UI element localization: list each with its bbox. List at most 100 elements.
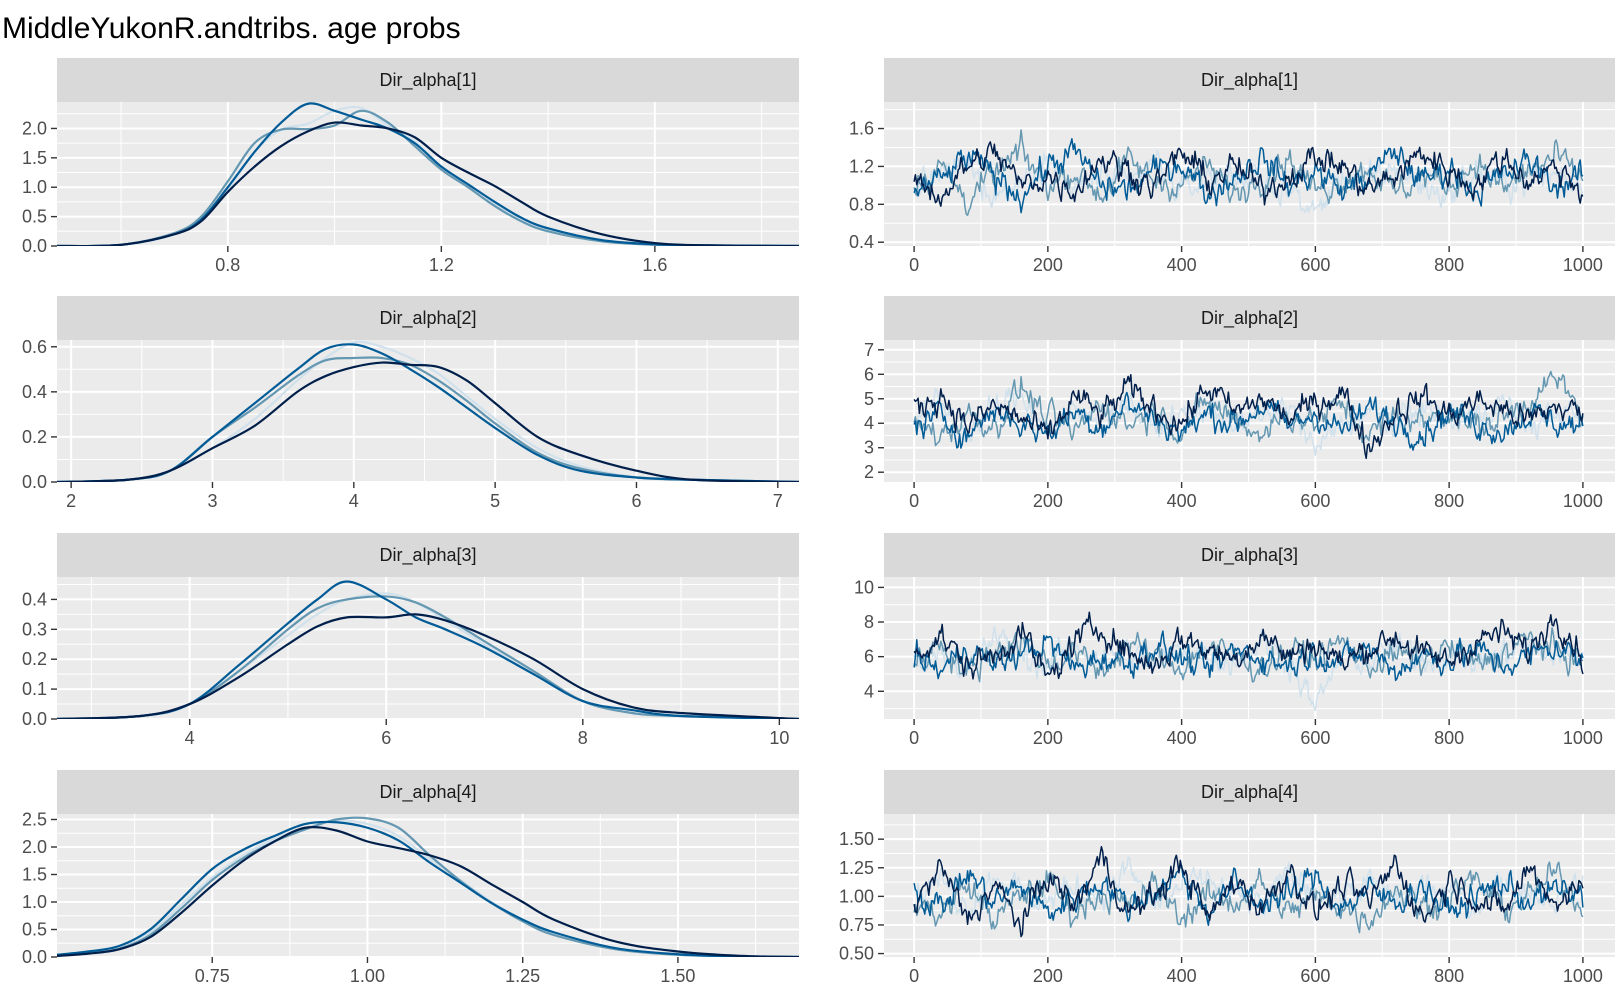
x-tick-label: 800 [1434,728,1464,748]
facet-density-1: Dir_alpha[1] 0.8 1.2 1.6 0.0 0.5 1.0 1.5 2.0 [22,58,799,275]
facet-panels: Dir_alpha[1]0.8 1.2 1.60.00.51.01.52.0Dir_… [22,58,1615,986]
x-tick-label: 0 [909,966,919,986]
x-tick-label: 400 [1167,728,1197,748]
facet-strip [57,533,799,577]
y-tick-label: 0.0 [22,709,47,729]
y-tick-label: 1.0 [22,177,47,197]
x-tick-label: 200 [1033,966,1063,986]
y-tick-label: 0.6 [22,337,47,357]
trace-line-chain-1 [913,386,1584,457]
y-tick-label: 10 [854,577,874,597]
x-tick-label: 0 [909,728,919,748]
series-group [57,580,799,719]
trace-line-chain-4 [913,373,1584,460]
x-tick-label: 1.00 [350,966,385,986]
y-tick-label: 1.6 [849,119,874,139]
panel-background [57,102,799,246]
y-tick-label: 0.0 [22,947,47,967]
x-tick-label: 6 [381,728,391,748]
gridlines [57,340,799,482]
y-tick-label: 8 [864,612,874,632]
series-group [913,845,1584,938]
facet-strip-label: Dir_alpha[4] [1201,782,1298,803]
y-tick-label: 0.2 [22,649,47,669]
x-tick-label: 400 [1167,966,1197,986]
trace-line-chain-4 [913,611,1584,680]
y-tick-label: 0.2 [22,427,47,447]
facet-strip-label: Dir_alpha[3] [1201,545,1298,566]
facet-strip-label: Dir_alpha[2] [379,308,476,329]
y-tick-label: 3 [864,438,874,458]
trace-line-chain-4 [913,141,1584,207]
series-group [57,102,799,246]
y-tick-label: 7 [864,340,874,360]
y-tick-label: 1.0 [22,892,47,912]
x-tick-label: 800 [1434,491,1464,511]
y-tick-label: 2 [864,462,874,482]
facet-density-3: Dir_alpha[3] 4 6 8 10 0.0 0.1 0.2 0.3 0.4 [22,533,799,748]
x-tick-label: 400 [1167,491,1197,511]
facet-density-2: Dir_alpha[2] 2 3 4 5 6 7 0.0 0.2 0.4 0.6 [22,296,799,511]
x-tick-label: 1.25 [505,966,540,986]
y-tick-label: 4 [864,413,874,433]
trace-line-chain-4 [913,845,1584,938]
density-line-chain-2 [57,109,799,246]
y-tick-label: 2.0 [22,118,47,138]
x-tick-label: 1.50 [660,966,695,986]
panel-background [57,340,799,482]
x-tick-label: 0 [909,255,919,275]
facet-strip [57,58,799,102]
facet-strip-label: Dir_alpha[1] [1201,70,1298,91]
x-tick-label: 7 [773,491,783,511]
trace-line-chain-3 [913,864,1584,927]
x-tick-label: 200 [1033,491,1063,511]
y-tick-label: 0.0 [22,236,47,256]
x-tick-label: 800 [1434,255,1464,275]
facet-trace-4: Dir_alpha[4] 0 200 400 600 800 1000 0.50 0.75 1.0… [839,770,1615,986]
y-tick-label: 0.5 [22,207,47,227]
y-tick-label: 0.0 [22,472,47,492]
trace-line-chain-2 [913,370,1584,447]
x-tick-label: 200 [1033,255,1063,275]
x-tick-label: 400 [1167,255,1197,275]
y-tick-label: 6 [864,364,874,384]
y-tick-label: 1.5 [22,865,47,885]
x-tick-label: 4 [185,728,195,748]
x-tick-label: 1000 [1563,966,1603,986]
series-group [913,611,1584,712]
facet-density-4: Dir_alpha[4] 0.75 1.00 1.25 1.50 0.0 0.5 1.0 1.5… [22,770,799,986]
density-line-chain-4 [57,121,799,246]
x-tick-label: 0 [909,491,919,511]
x-tick-label: 8 [578,728,588,748]
facet-strip [884,296,1615,340]
x-tick-label: 1.6 [642,255,667,275]
y-tick-label: 2.5 [22,810,47,830]
y-tick-label: 0.5 [22,920,47,940]
x-tick-label: 800 [1434,966,1464,986]
y-tick-label: 0.1 [22,679,47,699]
density-line-chain-3 [57,580,799,719]
y-tick-label: 5 [864,389,874,409]
density-line-chain-3 [57,820,799,957]
x-tick-label: 5 [490,491,500,511]
density-line-chain-4 [57,361,799,482]
x-tick-label: 1000 [1563,255,1603,275]
x-tick-label: 6 [631,491,641,511]
x-tick-label: 200 [1033,728,1063,748]
x-tick-label: 600 [1300,255,1330,275]
facet-trace-2: Dir_alpha[2] 0 200 400 600 800 1000 2 3 4 5 6 7 [864,296,1615,511]
series-group [913,129,1584,217]
facet-trace-1: Dir_alpha[1] 0 200 400 600 800 1000 0.4 0.8 1.2 1.… [849,58,1615,275]
y-tick-label: 4 [864,681,874,701]
facet-strip [884,533,1615,577]
facet-strip-label: Dir_alpha[1] [379,70,476,91]
y-tick-label: 1.2 [849,156,874,176]
density-line-chain-2 [57,816,799,957]
panel-background [57,814,799,957]
facet-strip [57,770,799,814]
y-tick-label: 0.4 [22,589,47,609]
density-line-chain-2 [57,595,799,719]
x-tick-label: 600 [1300,966,1330,986]
y-tick-label: 0.4 [22,382,47,402]
